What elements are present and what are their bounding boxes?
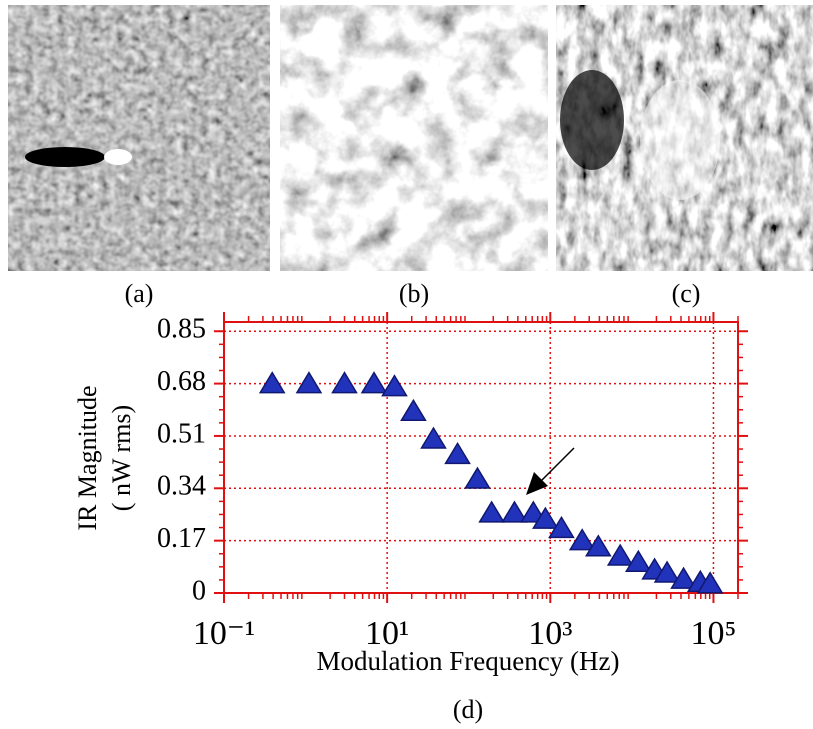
marker — [258, 371, 286, 394]
marker — [444, 441, 471, 465]
y-tick-label: 0.85 — [157, 314, 206, 345]
marker — [548, 515, 575, 539]
marker — [381, 374, 408, 397]
y-axis-title: ( nW rms) — [107, 405, 136, 511]
y-tick-label: 0.51 — [157, 418, 206, 449]
x-tick-label: 10⁵ — [691, 615, 737, 652]
marker — [295, 371, 323, 394]
y-tick-label: 0.17 — [157, 523, 206, 554]
x-tick-label: 10¹ — [365, 615, 409, 652]
panel-label: (a) — [125, 279, 154, 308]
x-tick-label: 10⁻¹ — [193, 615, 255, 652]
image-b — [280, 5, 548, 271]
plot: 10⁻¹ 10¹ 10³ 10⁵ 0 0.17 0.34 0.51 0.68 0.85 — [157, 312, 748, 652]
panel-label: (c) — [672, 279, 701, 308]
marker — [420, 426, 447, 449]
marker — [501, 500, 528, 523]
panel-label: (d) — [453, 695, 483, 724]
y-tick-label: 0.34 — [157, 471, 206, 502]
y-tick-label: 0.68 — [157, 366, 206, 397]
marker — [400, 398, 427, 422]
x-tick-label: 10³ — [528, 615, 572, 652]
marker — [670, 566, 697, 589]
x-axis-title: Modulation Frequency (Hz) — [317, 646, 620, 676]
image-c — [556, 5, 813, 271]
marker — [331, 371, 358, 394]
marker — [625, 549, 652, 572]
marker — [568, 528, 596, 551]
marker — [478, 500, 505, 523]
y-tick-label: 0 — [192, 575, 206, 606]
marker — [532, 506, 559, 529]
plot-frame — [223, 321, 739, 594]
y-axis-title: IR Magnitude — [73, 385, 102, 530]
marker — [653, 560, 681, 583]
marker — [696, 571, 724, 594]
arrow — [526, 447, 575, 495]
marker — [606, 543, 634, 566]
marker — [585, 534, 612, 557]
image-a — [8, 5, 270, 271]
panel-label: (b) — [399, 279, 429, 308]
marker — [464, 466, 491, 489]
marker — [360, 371, 388, 394]
